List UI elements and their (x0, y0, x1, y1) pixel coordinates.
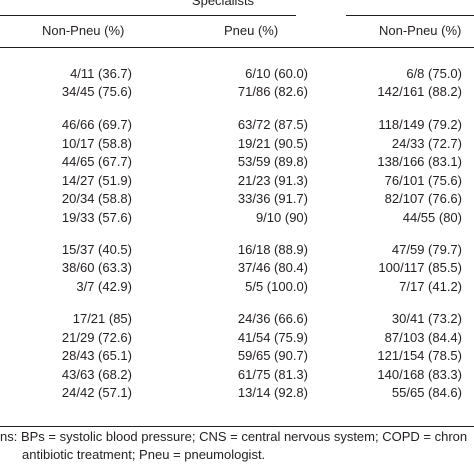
table-row: 10/17 (58.8) 19/21 (90.5) 24/33 (72.7) (0, 134, 474, 154)
non-pneu-cell: 21/29 (72.6) (61, 330, 132, 345)
pneu-cell: 41/54 (75.9) (237, 330, 308, 345)
non-pneu-cell: 10/17 (58.8) (61, 136, 132, 151)
non-pneu-2-cell: 87/103 (84.4) (384, 330, 462, 345)
col-header-non-pneu-2: Non-Pneu (%) (379, 23, 462, 38)
non-pneu-cell: 34/45 (75.6) (61, 84, 132, 99)
footnote-line-2: antibiotic treatment; Pneu = pneumologis… (22, 447, 266, 462)
pneu-cell: 16/18 (88.9) (237, 242, 308, 257)
pneu-cell: 53/59 (89.8) (237, 154, 308, 169)
next-group-span-rule (346, 15, 474, 16)
col-header-pneu: Pneu (%) (224, 23, 279, 38)
non-pneu-cell: 19/33 (57.6) (61, 210, 132, 225)
pneu-cell: 5/5 (100.0) (245, 279, 308, 294)
non-pneu-2-cell: 6/8 (75.0) (406, 66, 462, 81)
non-pneu-2-cell: 76/101 (75.6) (384, 173, 462, 188)
table-row: 20/34 (58.8) 33/36 (91.7) 82/107 (76.6) (0, 189, 474, 209)
pneu-cell: 61/75 (81.3) (237, 367, 308, 382)
pneu-cell: 37/46 (80.4) (237, 260, 308, 275)
non-pneu-2-cell: 44/55 (80) (402, 210, 462, 225)
pneu-cell: 19/21 (90.5) (237, 136, 308, 151)
non-pneu-cell: 38/60 (63.3) (61, 260, 132, 275)
non-pneu-cell: 3/7 (42.9) (76, 279, 132, 294)
pneu-cell: 71/86 (82.6) (237, 84, 308, 99)
footnote-line-1: ns: BPs = systolic blood pressure; CNS =… (0, 429, 468, 444)
table-row: 24/42 (57.1) 13/14 (92.8) 55/65 (84.6) (0, 383, 474, 403)
non-pneu-cell: 20/34 (58.8) (61, 191, 132, 206)
table-row: 38/60 (63.3) 37/46 (80.4) 100/117 (85.5) (0, 258, 474, 278)
table-row: 15/37 (40.5) 16/18 (88.9) 47/59 (79.7) (0, 240, 474, 260)
non-pneu-2-cell: 55/65 (84.6) (391, 385, 462, 400)
table-row: 14/27 (51.9) 21/23 (91.3) 76/101 (75.6) (0, 171, 474, 191)
table-row: 4/11 (36.7) 6/10 (60.0) 6/8 (75.0) (0, 64, 474, 84)
non-pneu-cell: 24/42 (57.1) (61, 385, 132, 400)
table-row: 43/63 (68.2) 61/75 (81.3) 140/168 (83.3) (0, 365, 474, 385)
pneu-cell: 9/10 (90) (255, 210, 308, 225)
table-row: 44/65 (67.7) 53/59 (89.8) 138/166 (83.1) (0, 152, 474, 172)
specialists-span-rule (0, 15, 296, 16)
pneu-cell: 24/36 (66.6) (237, 311, 308, 326)
non-pneu-2-cell: 7/17 (41.2) (399, 279, 462, 294)
bottom-rule (0, 426, 474, 427)
column-header-row: Non-Pneu (%) Pneu (%) Non-Pneu (%) (0, 22, 474, 42)
header-rule (0, 47, 474, 48)
non-pneu-2-cell: 24/33 (72.7) (391, 136, 462, 151)
non-pneu-2-cell: 47/59 (79.7) (391, 242, 462, 257)
pneu-cell: 21/23 (91.3) (237, 173, 308, 188)
non-pneu-cell: 15/37 (40.5) (61, 242, 132, 257)
non-pneu-2-cell: 100/117 (85.5) (378, 260, 462, 275)
non-pneu-cell: 17/21 (85) (72, 311, 132, 326)
non-pneu-cell: 43/63 (68.2) (61, 367, 132, 382)
table-row: 3/7 (42.9) 5/5 (100.0) 7/17 (41.2) (0, 277, 474, 297)
table-row: 28/43 (65.1) 59/65 (90.7) 121/154 (78.5) (0, 346, 474, 366)
non-pneu-2-cell: 118/149 (79.2) (378, 117, 462, 132)
non-pneu-cell: 46/66 (69.7) (61, 117, 132, 132)
non-pneu-2-cell: 82/107 (76.6) (384, 191, 462, 206)
specialists-label: Specialists (191, 0, 255, 8)
non-pneu-cell: 4/11 (36.7) (70, 66, 132, 81)
table-row: 19/33 (57.6) 9/10 (90) 44/55 (80) (0, 208, 474, 228)
group-header: Specialists (0, 0, 474, 12)
table-row: 46/66 (69.7) 63/72 (87.5) 118/149 (79.2) (0, 115, 474, 135)
pneu-cell: 63/72 (87.5) (237, 117, 308, 132)
table-row: 34/45 (75.6) 71/86 (82.6) 142/161 (88.2) (0, 82, 474, 102)
non-pneu-2-cell: 121/154 (78.5) (377, 348, 462, 363)
non-pneu-2-cell: 30/41 (73.2) (391, 311, 462, 326)
col-header-non-pneu: Non-Pneu (%) (42, 23, 125, 38)
non-pneu-2-cell: 142/161 (88.2) (377, 84, 462, 99)
non-pneu-2-cell: 138/166 (83.1) (377, 154, 462, 169)
non-pneu-cell: 14/27 (51.9) (61, 173, 132, 188)
table-row: 21/29 (72.6) 41/54 (75.9) 87/103 (84.4) (0, 328, 474, 348)
non-pneu-cell: 44/65 (67.7) (61, 154, 132, 169)
pneu-cell: 13/14 (92.8) (237, 385, 308, 400)
table-row: 17/21 (85) 24/36 (66.6) 30/41 (73.2) (0, 309, 474, 329)
non-pneu-cell: 28/43 (65.1) (61, 348, 132, 363)
pneu-cell: 6/10 (60.0) (245, 66, 308, 81)
non-pneu-2-cell: 140/168 (83.3) (377, 367, 462, 382)
pneu-cell: 59/65 (90.7) (237, 348, 308, 363)
pneu-cell: 33/36 (91.7) (237, 191, 308, 206)
